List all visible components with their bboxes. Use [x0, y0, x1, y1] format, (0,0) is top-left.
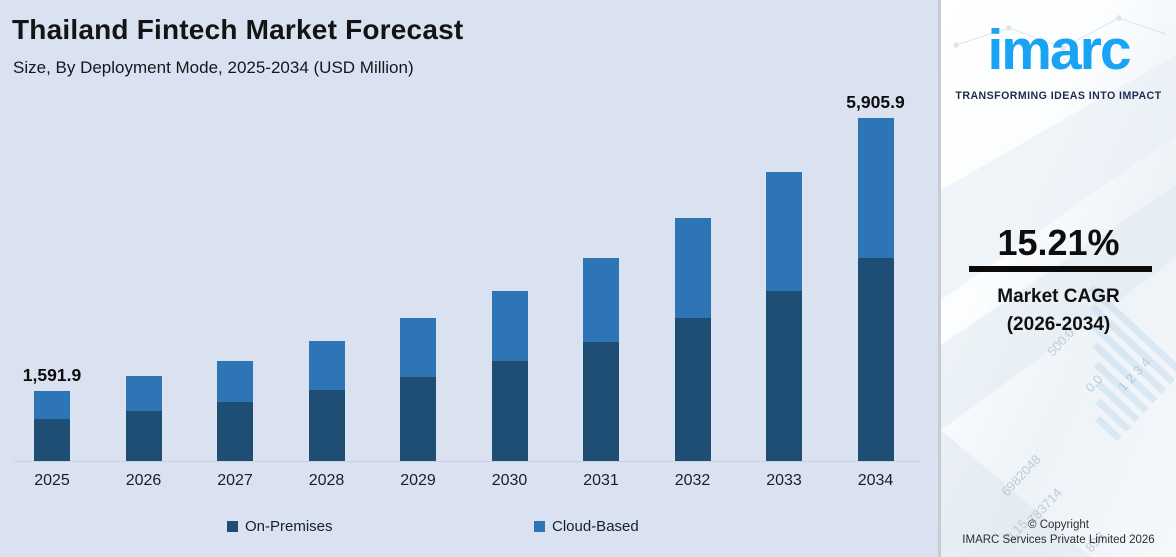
watermark-number: 6982048 [998, 452, 1043, 499]
x-axis-label: 2027 [217, 472, 253, 489]
bar-2031 [583, 258, 619, 461]
x-axis-label: 2034 [857, 472, 894, 489]
bar-segment-cloud-based [217, 361, 253, 403]
bar-segment-on-premises [308, 390, 345, 461]
bar-segment-cloud-based [491, 290, 528, 361]
page-title: Thailand Fintech Market Forecast [12, 14, 464, 45]
bar-segment-on-premises [583, 341, 619, 461]
legend-item-on-premises: On-Premises [227, 518, 333, 535]
bar-2025 [34, 390, 70, 461]
bar-2027 [217, 361, 253, 461]
copyright-line2: IMARC Services Private Limited 2026 [962, 534, 1155, 546]
imarc-tagline: TRANSFORMING IDEAS INTO IMPACT [955, 90, 1162, 102]
x-axis-line [14, 461, 920, 462]
bar-segment-cloud-based [400, 317, 436, 377]
on-premises-swatch-icon [227, 521, 238, 532]
chart-subtitle: Size, By Deployment Mode, 2025-2034 (USD… [13, 58, 414, 77]
bar-2026 [125, 376, 162, 461]
x-axis-label: 2030 [491, 472, 528, 489]
bar-value-label: 1,591.9 [22, 364, 82, 385]
imarc-logo: imarc [987, 18, 1131, 82]
copyright-line1: © Copyright [1028, 519, 1089, 531]
bar-segment-cloud-based [857, 117, 894, 259]
cagr-underline [969, 266, 1152, 272]
bar-2032 [674, 217, 711, 461]
bar-segment-cloud-based [34, 390, 70, 420]
bar-segment-on-premises [125, 410, 162, 461]
bar-segment-cloud-based [674, 217, 711, 318]
x-axis-label: 2025 [34, 472, 70, 489]
legend-item-cloud-based: Cloud-Based [534, 518, 639, 535]
bar-2033 [766, 172, 802, 461]
bar-2030 [491, 290, 528, 461]
bar-segment-on-premises [491, 360, 528, 461]
chart-panel: Thailand Fintech Market Forecast Size, B… [0, 14, 938, 544]
bar-segment-on-premises [674, 317, 711, 461]
legend-label: Cloud-Based [552, 518, 639, 535]
x-axis-label: 2032 [674, 472, 711, 489]
bar-segment-cloud-based [583, 258, 619, 342]
copyright: © Copyright IMARC Services Private Limit… [941, 518, 1176, 548]
bar-segment-cloud-based [125, 376, 162, 411]
cagr-label-line2: (2026-2034) [1006, 314, 1111, 335]
imarc-panel: 500.0 0.0 1 2 3 4 6982048 783714 0.15 898 imar… [938, 0, 1176, 557]
cagr-value: 15.21% [997, 222, 1120, 263]
x-axis-label: 2031 [583, 472, 619, 489]
bar-segment-on-premises [217, 402, 253, 461]
bar-2034 [857, 117, 894, 461]
watermark-number: 1 2 3 4 [1115, 355, 1153, 394]
watermark-number: 0.0 [1082, 372, 1105, 395]
x-axis-label: 2033 [766, 472, 802, 489]
bar-segment-cloud-based [308, 341, 345, 391]
x-axis-label: 2026 [125, 472, 162, 489]
chart-legend: On-Premises Cloud-Based [0, 518, 938, 544]
bar-segment-cloud-based [766, 172, 802, 291]
cagr-label: Market CAGR (2026-2034) [941, 283, 1176, 339]
bar-segment-on-premises [766, 290, 802, 461]
legend-label: On-Premises [245, 518, 333, 535]
stacked-bar-chart: 2025 2026 2027 2028 2029 2030 2031 2032 2033 2034… [14, 91, 920, 489]
x-axis-label: 2028 [308, 472, 345, 489]
x-axis-label: 2029 [400, 472, 436, 489]
bar-segment-on-premises [34, 419, 70, 461]
bar-segment-on-premises [857, 258, 894, 461]
bar-2028 [308, 341, 345, 461]
bar-value-label: 5,905.9 [846, 91, 905, 112]
bar-2029 [400, 317, 436, 461]
bar-segment-on-premises [400, 376, 436, 461]
cloud-based-swatch-icon [534, 521, 545, 532]
cagr-label-line1: Market CAGR [997, 286, 1120, 307]
